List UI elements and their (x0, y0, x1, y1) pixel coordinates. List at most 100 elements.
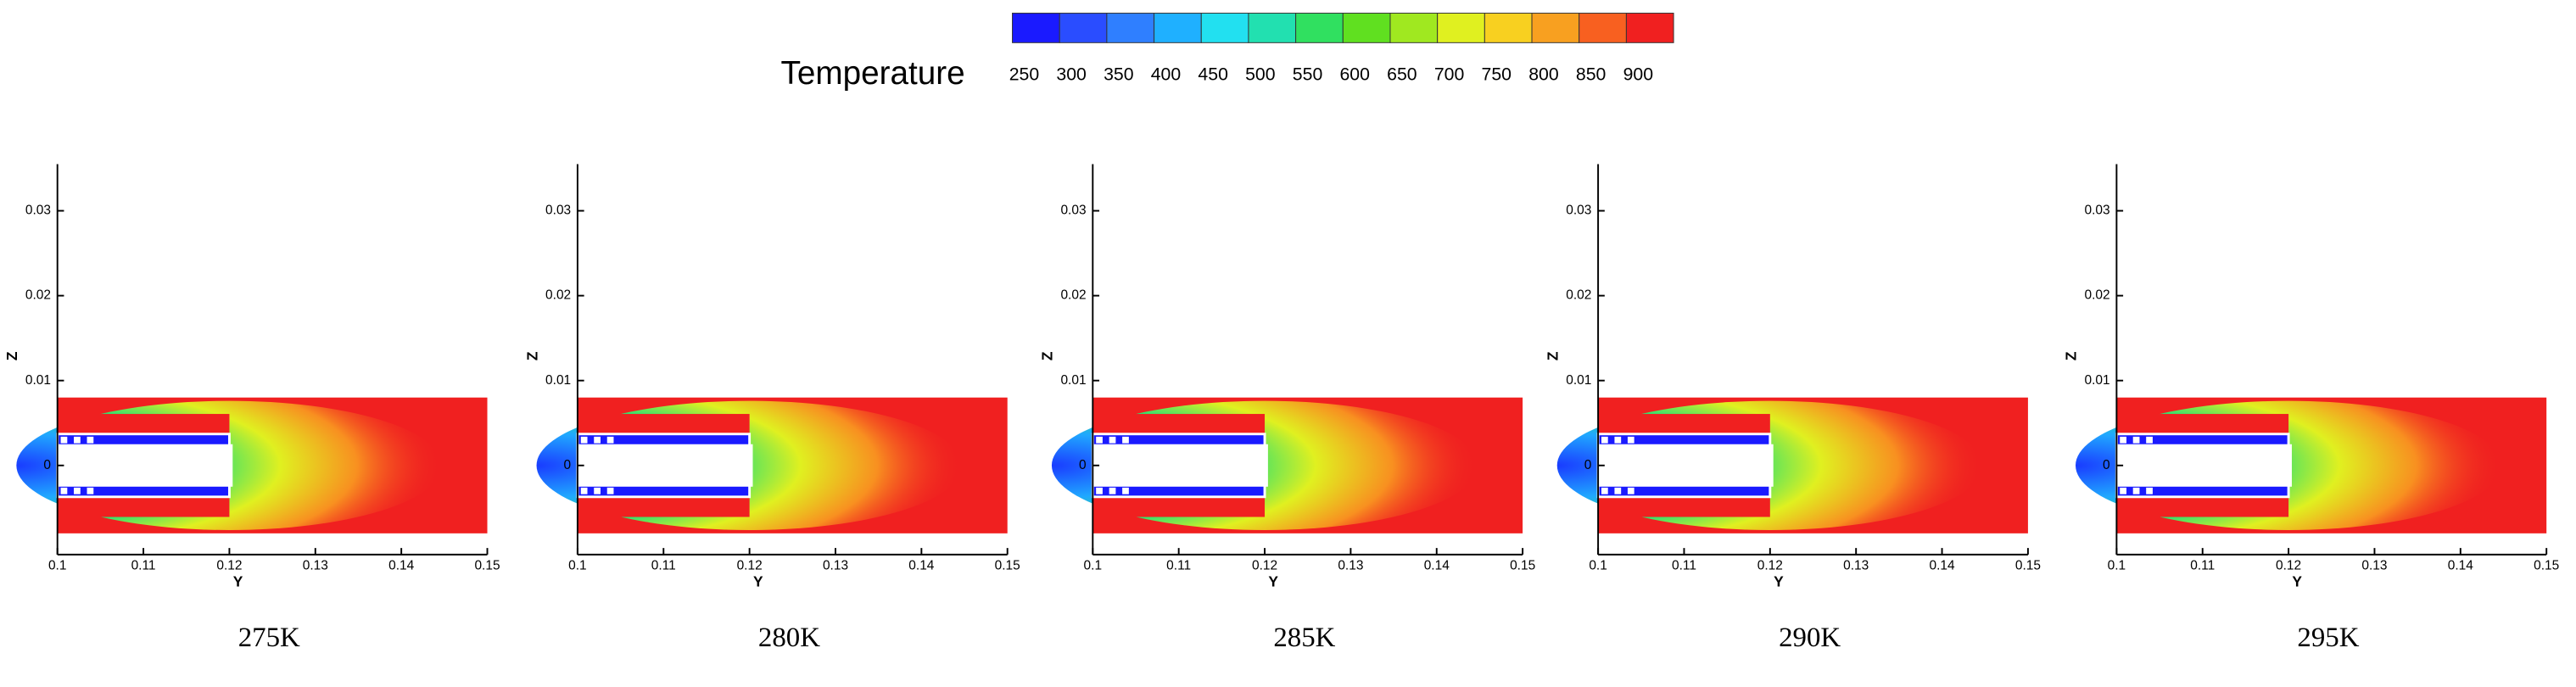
fin (580, 436, 588, 444)
colorbar-band (1342, 13, 1391, 43)
x-tick-label: 0.15 (2015, 558, 2041, 572)
colorbar-tick-label: 300 (1056, 64, 1086, 85)
x-tick-label: 0.11 (131, 558, 156, 572)
colorbar-tick-label: 850 (1576, 64, 1606, 85)
y-tick-label: 0.01 (545, 373, 571, 388)
y-tick-label: 0.02 (2085, 288, 2110, 303)
colorbar-tick-label: 600 (1339, 64, 1369, 85)
colorbar-title: Temperature (781, 55, 965, 92)
y-axis-label: Z (1544, 351, 1561, 360)
x-tick-label: 0.14 (1424, 558, 1450, 572)
x-tick-label: 0.13 (823, 558, 848, 572)
colorbar-tick-label: 800 (1528, 64, 1558, 85)
tube-bore (57, 444, 233, 487)
fin (594, 487, 601, 494)
y-tick-label: 0.01 (1566, 373, 1591, 388)
y-tick-label: 0 (2103, 458, 2110, 472)
tube-bore (577, 444, 753, 487)
y-tick-label: 0.01 (25, 373, 51, 388)
fin (1614, 487, 1622, 494)
x-tick-label: 0.15 (995, 558, 1020, 572)
x-tick-label: 0.14 (2448, 558, 2474, 572)
y-tick-label: 0.02 (545, 288, 571, 303)
x-tick-label: 0.1 (568, 558, 587, 572)
fin (2120, 436, 2126, 444)
colorbar-band (1625, 13, 1674, 43)
y-tick-label: 0.03 (545, 204, 571, 218)
y-axis-label: Z (3, 351, 20, 360)
x-tick-label: 0.12 (2276, 558, 2301, 572)
panel: 0.1 0.11 0.12 0.13 0.14 0.15 0 0.01 0.02 0.03 Y Z 27… (3, 164, 500, 653)
caption: 285K (1273, 623, 1335, 653)
fin (1096, 436, 1103, 444)
fin (1109, 436, 1116, 444)
panel: 0.1 0.11 0.12 0.13 0.14 0.15 0 0.01 0.02 0.03 Y Z 28… (523, 164, 1020, 653)
colorbar-band (1579, 13, 1627, 43)
y-tick-label: 0 (564, 458, 572, 472)
fin (606, 487, 614, 494)
x-tick-label: 0.15 (1510, 558, 1535, 572)
x-tick-label: 0.12 (1757, 558, 1783, 572)
colorbar-band (1295, 13, 1344, 43)
fin (60, 487, 68, 494)
fin (60, 436, 68, 444)
y-tick-label: 0.03 (2085, 204, 2110, 218)
x-tick-label: 0.1 (2108, 558, 2126, 572)
y-tick-label: 0.01 (2085, 373, 2110, 388)
y-tick-label: 0.02 (25, 288, 51, 303)
colorbar-tick-label: 450 (1198, 64, 1227, 85)
fin (74, 436, 81, 444)
fin (1614, 436, 1622, 444)
caption: 275K (238, 623, 300, 653)
x-tick-label: 0.1 (1589, 558, 1607, 572)
fin (580, 487, 588, 494)
colorbar-band (1437, 13, 1485, 43)
fin (2146, 487, 2153, 494)
colorbar-band (1059, 13, 1108, 43)
y-axis-label: Z (523, 351, 540, 360)
fin (1627, 436, 1634, 444)
x-axis-label: Y (2292, 572, 2302, 589)
x-tick-label: 0.14 (908, 558, 935, 572)
fin (2146, 436, 2153, 444)
x-axis-label: Y (753, 572, 763, 589)
colorbar-band (1484, 13, 1533, 43)
y-tick-label: 0.03 (1060, 204, 1086, 218)
fin (2132, 436, 2140, 444)
x-tick-label: 0.15 (474, 558, 500, 572)
x-tick-label: 0.12 (216, 558, 242, 572)
x-tick-label: 0.15 (2534, 558, 2559, 572)
fin (1122, 487, 1129, 494)
colorbar-band (1154, 13, 1202, 43)
x-axis-label: Y (1268, 572, 1278, 589)
colorbar-band (1531, 13, 1580, 43)
tube-bore (1092, 444, 1268, 487)
panel: 0.1 0.11 0.12 0.13 0.14 0.15 0 0.01 0.02 0.03 Y Z 28… (1039, 164, 1535, 653)
fin (1601, 436, 1608, 444)
y-tick-label: 0.03 (1566, 204, 1591, 218)
colorbar-tick-label: 900 (1623, 64, 1653, 85)
fin (1627, 487, 1634, 494)
x-tick-label: 0.14 (1929, 558, 1955, 572)
colorbar-tick-label: 750 (1482, 64, 1512, 85)
x-tick-label: 0.12 (737, 558, 763, 572)
x-axis-label: Y (1774, 572, 1784, 589)
y-axis-label: Z (1039, 351, 1056, 360)
fin (606, 436, 614, 444)
y-tick-label: 0 (43, 458, 51, 472)
y-tick-label: 0 (1584, 458, 1592, 472)
fin (74, 487, 81, 494)
colorbar-band (1012, 13, 1060, 43)
y-tick-label: 0.02 (1060, 288, 1086, 303)
caption: 290K (1779, 623, 1841, 653)
colorbar-tick-label: 550 (1293, 64, 1322, 85)
fin (1601, 487, 1608, 494)
fin (87, 436, 94, 444)
x-tick-label: 0.1 (1084, 558, 1103, 572)
caption: 295K (2297, 623, 2359, 653)
caption: 280K (758, 623, 820, 653)
y-tick-label: 0.01 (1060, 373, 1086, 388)
x-tick-label: 0.13 (2361, 558, 2387, 572)
x-tick-label: 0.13 (303, 558, 328, 572)
